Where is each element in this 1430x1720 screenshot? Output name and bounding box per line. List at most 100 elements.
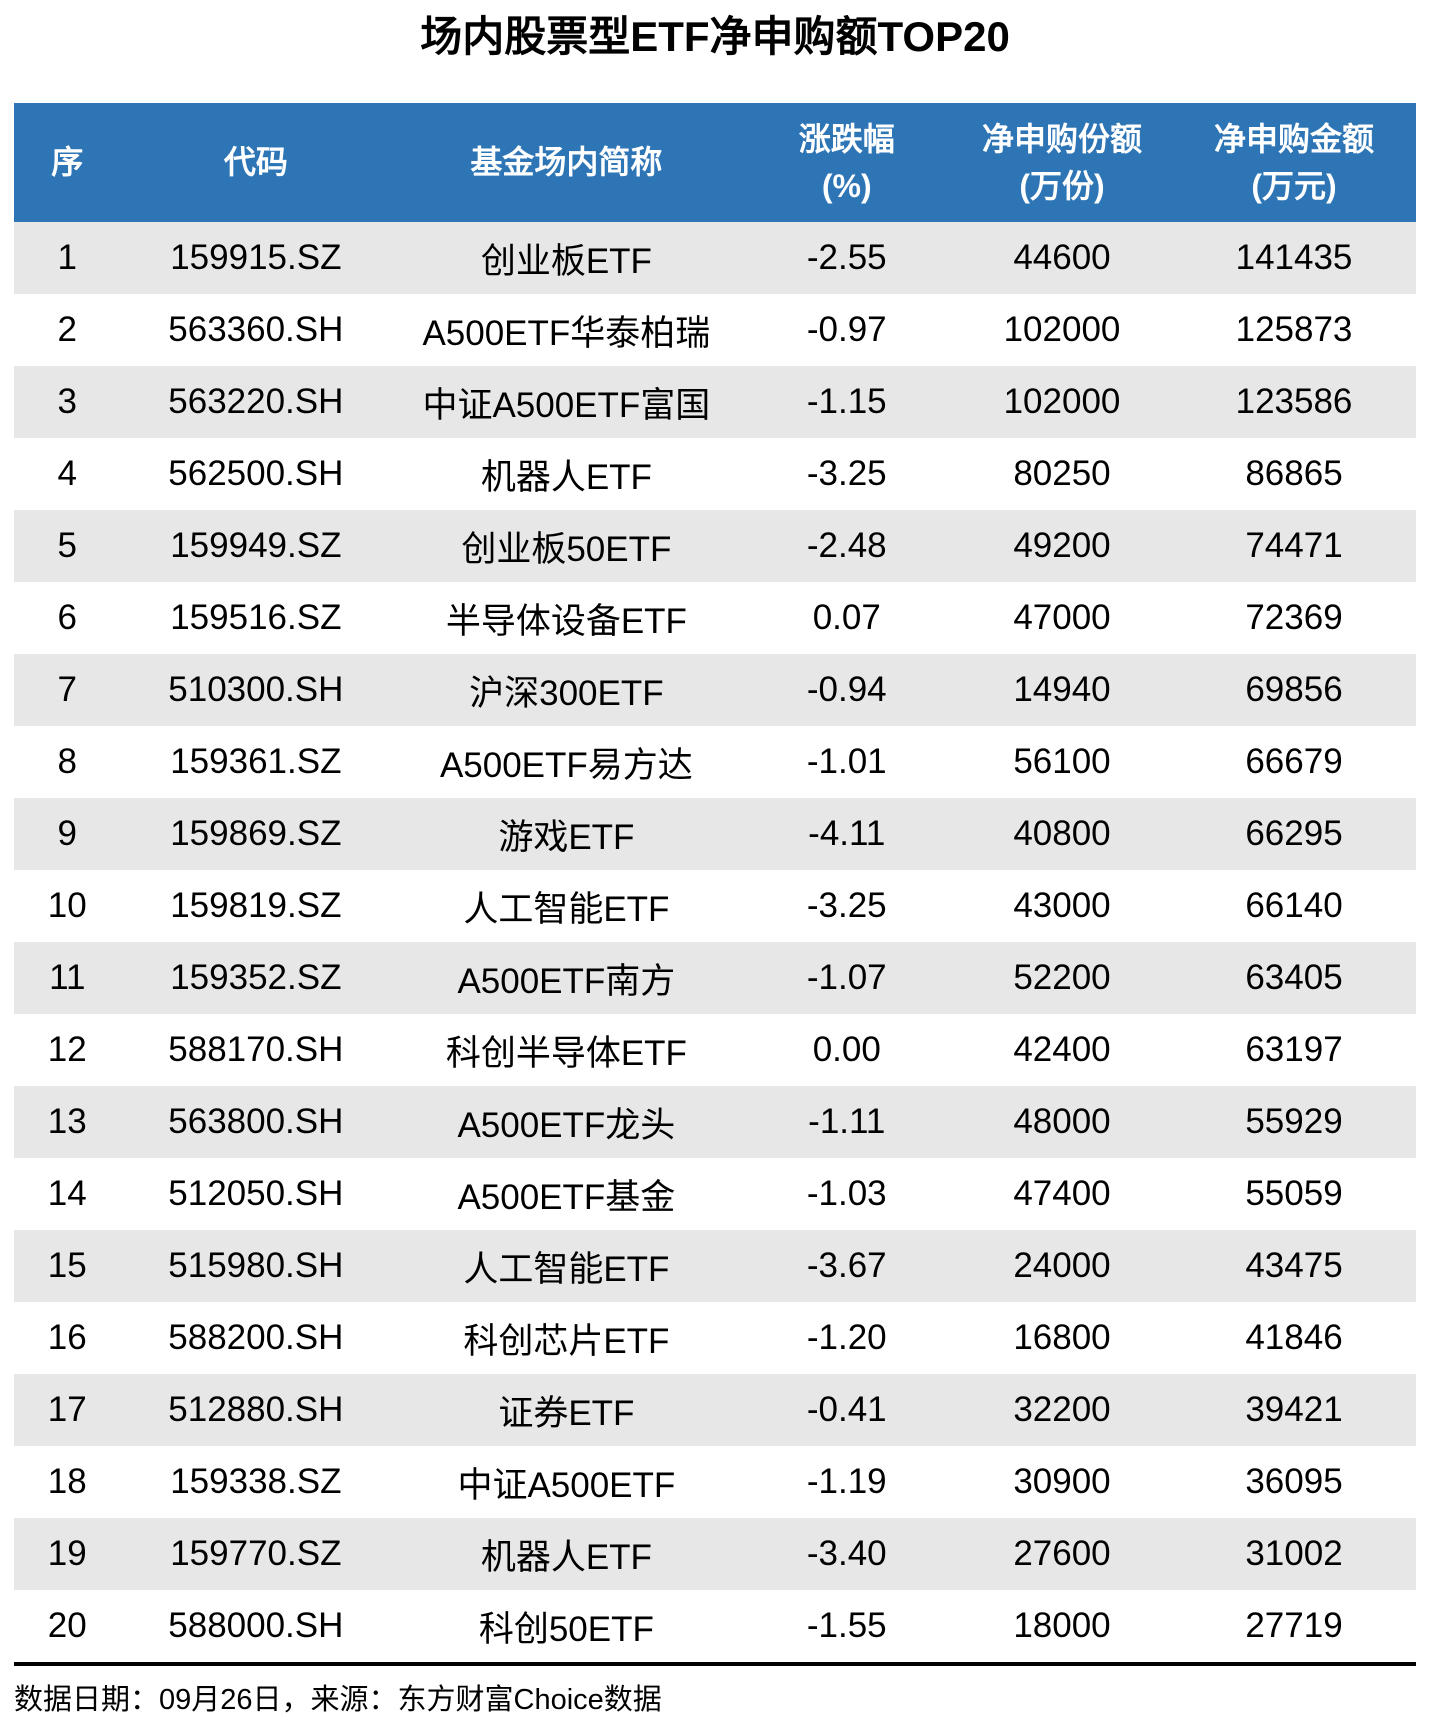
table-row: 8 159361.SZ A500ETF易方达 -1.01 56100 66679 — [14, 726, 1416, 798]
table-row: 1 159915.SZ 创业板ETF -2.55 44600 141435 — [14, 222, 1416, 294]
cell-shares: 48000 — [1013, 1102, 1111, 1141]
cell-code: 563220.SH — [168, 382, 344, 421]
cell-code: 159770.SZ — [170, 1534, 342, 1573]
cell-change: -0.94 — [806, 670, 887, 709]
column-header-name: 基金场内简称 — [391, 103, 742, 222]
cell-change: -3.25 — [806, 454, 887, 493]
cell-name: 沪深300ETF — [469, 673, 664, 713]
cell-rank: 15 — [47, 1246, 87, 1285]
cell-code: 159361.SZ — [170, 742, 342, 781]
cell-code: 510300.SH — [168, 670, 344, 709]
cell-name: 证券ETF — [498, 1393, 635, 1433]
cell-amount: 141435 — [1235, 238, 1353, 277]
cell-change: -1.19 — [806, 1462, 887, 1501]
cell-shares: 49200 — [1013, 526, 1111, 565]
cell-change: -1.55 — [806, 1606, 887, 1645]
cell-rank: 6 — [57, 598, 77, 637]
cell-change: -4.11 — [808, 814, 886, 853]
table-row: 3 563220.SH 中证A500ETF富国 -1.15 102000 123586 — [14, 366, 1416, 438]
cell-name: 创业板50ETF — [461, 529, 672, 569]
column-header-amount: 净申购金额 (万元) — [1172, 103, 1416, 222]
cell-name: 创业板ETF — [480, 241, 652, 281]
table-row: 17 512880.SH 证券ETF -0.41 32200 39421 — [14, 1374, 1416, 1446]
table-row: 9 159869.SZ 游戏ETF -4.11 40800 66295 — [14, 798, 1416, 870]
cell-shares: 16800 — [1013, 1318, 1111, 1357]
column-header-unit: (万元) — [1251, 167, 1337, 204]
cell-rank: 16 — [47, 1318, 87, 1357]
cell-shares: 27600 — [1013, 1534, 1111, 1573]
cell-change: -2.55 — [806, 238, 887, 277]
cell-amount: 66295 — [1245, 814, 1343, 853]
cell-change: -1.15 — [806, 382, 887, 421]
cell-name: 科创半导体ETF — [445, 1033, 687, 1073]
etf-top20-table: 序 代码 基金场内简称 涨跌幅 (%) 净申购份额 (万份) 净申购金额 (万元) 1 15991… — [14, 103, 1416, 1662]
cell-amount: 66679 — [1245, 742, 1343, 781]
cell-amount: 63197 — [1245, 1030, 1343, 1069]
cell-change: -3.25 — [806, 886, 887, 925]
cell-name: 机器人ETF — [480, 1537, 652, 1577]
cell-name: 人工智能ETF — [463, 889, 670, 929]
table-row: 16 588200.SH 科创芯片ETF -1.20 16800 41846 — [14, 1302, 1416, 1374]
page-title: 场内股票型ETF净申购额TOP20 — [420, 13, 1010, 60]
cell-shares: 40800 — [1013, 814, 1111, 853]
cell-rank: 9 — [57, 814, 77, 853]
column-header-unit: (%) — [821, 167, 872, 204]
cell-shares: 24000 — [1013, 1246, 1111, 1285]
cell-code: 159352.SZ — [170, 958, 342, 997]
cell-rank: 8 — [57, 742, 77, 781]
cell-amount: 72369 — [1245, 598, 1343, 637]
column-header-rank: 序 — [14, 103, 121, 222]
cell-rank: 13 — [47, 1102, 87, 1141]
cell-change: -1.03 — [806, 1174, 887, 1213]
cell-shares: 47400 — [1013, 1174, 1111, 1213]
cell-amount: 125873 — [1235, 310, 1353, 349]
cell-amount: 63405 — [1245, 958, 1343, 997]
cell-change: -1.07 — [806, 958, 887, 997]
table-row: 10 159819.SZ 人工智能ETF -3.25 43000 66140 — [14, 870, 1416, 942]
cell-rank: 19 — [47, 1534, 87, 1573]
cell-code: 588170.SH — [168, 1030, 344, 1069]
cell-rank: 2 — [57, 310, 77, 349]
header-row: 序 代码 基金场内简称 涨跌幅 (%) 净申购份额 (万份) 净申购金额 (万元) — [14, 103, 1416, 222]
cell-rank: 20 — [47, 1606, 87, 1645]
cell-shares: 43000 — [1013, 886, 1111, 925]
cell-change: -1.01 — [806, 742, 887, 781]
cell-code: 515980.SH — [168, 1246, 344, 1285]
cell-change: -1.11 — [808, 1102, 886, 1141]
cell-amount: 31002 — [1245, 1534, 1343, 1573]
column-header-label: 净申购份额 — [981, 120, 1142, 157]
data-source-note: 数据日期：09月26日，来源：东方财富Choice数据 — [14, 1662, 1416, 1718]
table-row: 12 588170.SH 科创半导体ETF 0.00 42400 63197 — [14, 1014, 1416, 1086]
cell-rank: 7 — [57, 670, 77, 709]
cell-code: 588200.SH — [168, 1318, 344, 1357]
cell-amount: 86865 — [1245, 454, 1343, 493]
cell-name: 半导体设备ETF — [445, 601, 687, 641]
cell-shares: 102000 — [1003, 382, 1121, 421]
cell-rank: 10 — [47, 886, 87, 925]
cell-rank: 1 — [57, 238, 77, 277]
table-row: 2 563360.SH A500ETF华泰柏瑞 -0.97 102000 125873 — [14, 294, 1416, 366]
cell-name: A500ETF华泰柏瑞 — [422, 313, 711, 353]
cell-name: 中证A500ETF — [457, 1465, 676, 1505]
cell-code: 588000.SH — [168, 1606, 344, 1645]
cell-change: 0.00 — [812, 1030, 881, 1069]
cell-code: 159819.SZ — [170, 886, 342, 925]
column-header-change: 涨跌幅 (%) — [741, 103, 952, 222]
cell-shares: 56100 — [1013, 742, 1111, 781]
cell-code: 159869.SZ — [170, 814, 342, 853]
cell-amount: 123586 — [1235, 382, 1353, 421]
cell-shares: 42400 — [1013, 1030, 1111, 1069]
cell-amount: 39421 — [1245, 1390, 1343, 1429]
cell-rank: 4 — [57, 454, 77, 493]
cell-code: 159338.SZ — [170, 1462, 342, 1501]
cell-name: A500ETF基金 — [457, 1177, 676, 1217]
cell-code: 512880.SH — [168, 1390, 344, 1429]
cell-amount: 66140 — [1245, 886, 1343, 925]
column-header-unit: (万份) — [1019, 167, 1105, 204]
cell-name: 机器人ETF — [480, 457, 652, 497]
cell-change: -3.67 — [806, 1246, 887, 1285]
cell-shares: 52200 — [1013, 958, 1111, 997]
cell-amount: 36095 — [1245, 1462, 1343, 1501]
cell-rank: 5 — [57, 526, 77, 565]
cell-amount: 27719 — [1245, 1606, 1343, 1645]
